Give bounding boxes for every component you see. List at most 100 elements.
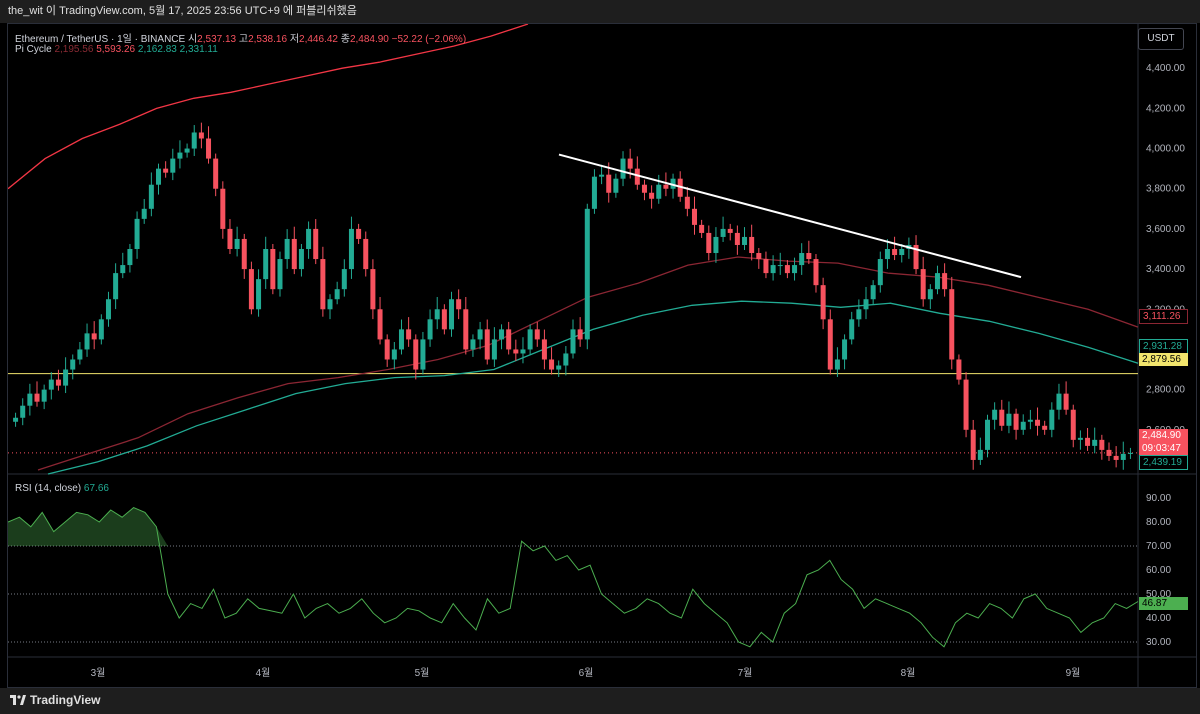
candle-body [620, 158, 626, 179]
candle-body [170, 158, 176, 173]
rsi-value: 67.66 [83, 483, 109, 494]
candle-body [727, 228, 733, 233]
candle-body [913, 244, 919, 270]
candle-body [484, 329, 490, 360]
candle-body [1120, 453, 1126, 460]
candle-body [1027, 419, 1033, 422]
candle-body [141, 208, 147, 219]
candle-body [877, 259, 883, 286]
candle-body [191, 132, 197, 149]
candle-body [834, 359, 840, 370]
candle-body [584, 208, 590, 340]
tradingview-logo[interactable]: TradingView [10, 693, 100, 707]
candle-body [70, 359, 76, 370]
candle-body [799, 253, 805, 266]
candle-body [449, 299, 455, 330]
candle-body [491, 339, 497, 360]
candle-body [1092, 439, 1098, 446]
rsi-legend[interactable]: RSI (14, close) 67.66 [15, 483, 109, 494]
candle-body [499, 329, 505, 340]
candle-body [413, 339, 419, 370]
rsi-last-tag: 46.87 [1139, 597, 1188, 610]
open-label: 시 [187, 34, 198, 45]
candle-body [606, 174, 612, 193]
symbol-legend[interactable]: Ethereum / TetherUS · 1일 · BINANCE 시2,53… [15, 30, 466, 45]
pi-value-3: 2,162.83 [137, 44, 177, 55]
candle-body [206, 138, 212, 159]
candle-body [470, 339, 476, 350]
candle-body [377, 309, 383, 340]
candle-body [1049, 409, 1055, 430]
pi-cycle-legend[interactable]: Pi Cycle 2,195.56 5,593.26 2,162.83 2,33… [15, 44, 218, 55]
candle-body [27, 393, 33, 406]
candle-body [792, 265, 798, 274]
chart-canvas[interactable]: 4,400.00 4,200.00 4,000.00 3,800.00 3,600.00… [8, 24, 1196, 687]
candle-body [77, 349, 83, 360]
candle-body [441, 309, 447, 330]
pi-cycle-name: Pi Cycle [15, 44, 52, 55]
candle-body [434, 309, 440, 320]
candle-body [427, 319, 433, 340]
open-value: 2,537.13 [197, 34, 237, 45]
currency-button[interactable]: USDT [1138, 28, 1184, 50]
candle-body [105, 299, 111, 320]
candle-body [534, 329, 540, 340]
candle-body [720, 228, 726, 237]
candle-body [927, 289, 933, 300]
candle-body [177, 152, 183, 159]
candle-body [477, 329, 483, 340]
candle-body [1020, 421, 1026, 430]
time-tick-label: 4월 [256, 667, 271, 679]
candle-body [391, 349, 397, 360]
candle-body [163, 168, 169, 173]
candle-body [134, 218, 140, 249]
rsi-name: RSI (14, close) [15, 483, 82, 494]
candle-body [113, 273, 119, 300]
candle-body [1113, 455, 1119, 460]
candle-body [970, 429, 976, 460]
candle-body [706, 232, 712, 254]
time-tick-label: 9월 [1066, 667, 1081, 679]
candle-body [556, 365, 562, 370]
symbol-name: Ethereum / TetherUS · 1일 · BINANCE [15, 34, 186, 45]
candle-body [856, 309, 862, 320]
candle-body [899, 249, 905, 256]
time-tick-label: 6월 [579, 667, 594, 679]
price-tick-label: 2,800.00 [1146, 385, 1185, 396]
chart-frame[interactable]: 4,400.00 4,200.00 4,000.00 3,800.00 3,600.00… [7, 23, 1197, 688]
candle-body [248, 269, 254, 310]
candle-body [270, 249, 276, 290]
candle-body [277, 259, 283, 290]
candle-body [806, 253, 812, 260]
candle-body [577, 329, 583, 340]
candle-body [1127, 452, 1133, 454]
tradingview-brand: TradingView [30, 693, 101, 707]
candle-body [298, 249, 304, 270]
candle-body [341, 269, 347, 290]
candle-body [456, 299, 462, 310]
candle-body [920, 269, 926, 300]
candle-body [713, 236, 719, 254]
candle-body [627, 158, 633, 169]
candle-body [963, 379, 969, 430]
low-label: 저 [289, 34, 300, 45]
candle-body [156, 168, 162, 185]
candle-body [398, 329, 404, 350]
candle-body [1013, 413, 1019, 430]
candle-body [41, 389, 47, 402]
candle-body [820, 285, 826, 320]
rsi-tick-label: 90.00 [1146, 493, 1171, 504]
candle-body [241, 238, 247, 270]
candle-body [870, 285, 876, 300]
candle-body [691, 208, 697, 225]
candle-body [348, 228, 354, 270]
candle-body [120, 265, 126, 274]
price-tick-label: 4,000.00 [1146, 144, 1185, 155]
candle-body [55, 379, 61, 386]
candle-body [320, 259, 326, 310]
rsi-tick-label: 70.00 [1146, 541, 1171, 552]
pi-value-2: 5,593.26 [96, 44, 136, 55]
candle-body [756, 253, 762, 260]
candle-body [670, 178, 676, 189]
price-tick-label: 3,800.00 [1146, 184, 1185, 195]
